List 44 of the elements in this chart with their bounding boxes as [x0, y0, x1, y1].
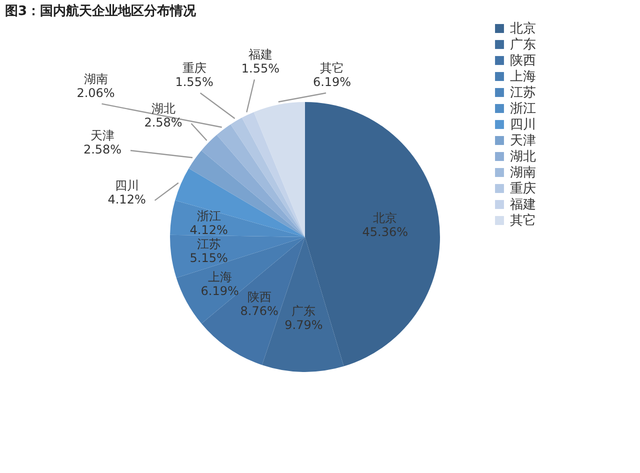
chart-title: 图3：国内航天企业地区分布情况	[5, 3, 198, 19]
slice-label: 湖北	[151, 102, 176, 116]
slice-label: 广东	[292, 304, 316, 318]
legend-label: 天津	[510, 134, 536, 148]
data-label: 8.76%	[240, 304, 278, 318]
legend-label: 福建	[510, 198, 536, 212]
pie-slice	[242, 112, 305, 237]
data-label: 45.36%	[362, 225, 408, 240]
legend-label: 四川	[510, 118, 536, 132]
slice-label: 北京	[373, 211, 398, 226]
legend-label: 陕西	[510, 54, 536, 68]
data-label: 2.58%	[144, 116, 182, 130]
legend-label: 湖北	[510, 150, 536, 164]
pie-slice	[254, 102, 305, 237]
legend-label: 北京	[510, 22, 536, 36]
data-label: 4.12%	[108, 192, 146, 206]
slice-label: 福建	[248, 48, 272, 62]
pie-slice	[188, 150, 305, 237]
legend-label: 上海	[510, 70, 536, 84]
slice-label: 重庆	[182, 61, 206, 75]
pie-slice	[230, 118, 305, 237]
legend-label: 江苏	[510, 86, 536, 100]
slice-label: 其它	[320, 61, 344, 75]
data-label: 6.19%	[200, 284, 239, 298]
legend-label: 广东	[510, 38, 536, 52]
legend-label: 浙江	[510, 102, 536, 116]
data-label: 1.55%	[175, 75, 214, 89]
data-label: 1.55%	[241, 62, 280, 76]
slice-label: 陕西	[247, 290, 272, 304]
data-label: 6.19%	[312, 75, 352, 89]
slice-label: 上海	[208, 270, 232, 284]
data-label: 2.06%	[76, 86, 115, 100]
slice-label: 湖南	[84, 72, 108, 86]
data-label: 4.12%	[190, 222, 228, 237]
slice-label: 天津	[90, 128, 114, 142]
data-label: 9.79%	[284, 318, 323, 332]
slice-label: 四川	[114, 178, 139, 192]
data-label: 5.15%	[190, 251, 228, 266]
legend-label: 其它	[510, 212, 536, 228]
data-label: 2.58%	[83, 142, 122, 156]
legend-label: 重庆	[510, 182, 536, 196]
slice-label: 浙江	[196, 208, 221, 223]
legend-label: 湖南	[510, 166, 536, 180]
slice-label: 江苏	[196, 237, 221, 252]
